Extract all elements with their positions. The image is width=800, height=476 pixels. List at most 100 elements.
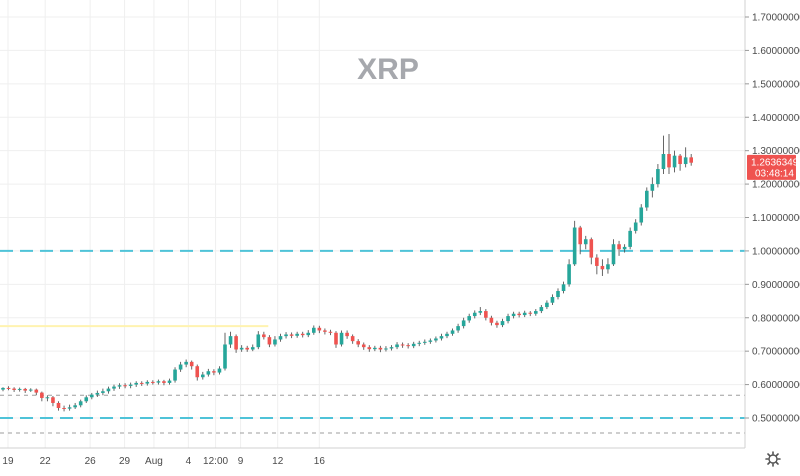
time-tick-label: 19: [2, 456, 14, 467]
candle-body: [212, 371, 216, 373]
time-tick-label: 12:00: [203, 456, 228, 467]
candle-body: [151, 381, 155, 383]
candle-body: [667, 154, 671, 168]
time-tick-label: 26: [85, 456, 97, 467]
price-tick-label: 0.50000000: [752, 414, 800, 425]
price-tick-label: 0.70000000: [752, 347, 800, 358]
candle-body: [62, 407, 66, 409]
price-tick-label: 1.50000000: [752, 79, 800, 90]
candle-body: [400, 344, 405, 346]
candle-body: [689, 157, 693, 163]
candle-body: [234, 336, 238, 350]
time-tick-label: 16: [314, 456, 326, 467]
candle-body: [639, 207, 644, 223]
candle-body: [284, 334, 288, 337]
candle-body: [28, 389, 33, 391]
candle-body: [262, 334, 266, 338]
price-tick-label: 1.30000000: [752, 146, 800, 157]
candle-body: [522, 312, 527, 316]
candle-body: [217, 368, 222, 373]
candle-body: [195, 366, 200, 378]
last-price-countdown: 03:48:14: [755, 168, 794, 179]
candle-body: [1, 387, 5, 390]
candle-body: [495, 322, 499, 326]
candle-body: [384, 348, 388, 350]
price-tick-label: 1.40000000: [752, 113, 800, 124]
candle-body: [23, 388, 27, 391]
candle-body: [645, 190, 649, 208]
time-tick-label: 4: [186, 456, 192, 467]
candle-body: [478, 311, 483, 313]
candle-body: [167, 380, 172, 383]
candle-body: [539, 307, 544, 312]
candle-body: [134, 382, 138, 385]
candle-body: [256, 334, 261, 348]
candle-body: [6, 387, 11, 389]
candlesticks: [1, 133, 693, 412]
candle-body: [189, 361, 194, 367]
candle-body: [245, 347, 249, 350]
time-axis[interactable]: 19 22 26 29 Aug 4 12:00 9 12 16: [2, 456, 325, 467]
candle-body: [117, 385, 122, 387]
candle-body: [312, 327, 316, 333]
candle-body: [278, 336, 283, 340]
candle-body: [583, 239, 588, 245]
candle-body: [484, 311, 488, 318]
candle-body: [356, 341, 360, 345]
candle-body: [506, 316, 510, 322]
candle-body: [178, 364, 183, 370]
candle-body: [633, 222, 638, 231]
candle-body: [561, 284, 566, 292]
candle-body: [395, 344, 399, 348]
candle-body: [556, 291, 560, 298]
candle-body: [295, 333, 299, 336]
candle-body: [78, 401, 83, 406]
candle-body: [45, 397, 50, 399]
candle-body: [90, 394, 94, 398]
last-price-value: 1.26363492: [751, 157, 800, 168]
candle-body: [156, 381, 161, 383]
candle-body: [622, 246, 627, 250]
settings-gear-icon[interactable]: [765, 451, 781, 467]
candle-body: [528, 312, 533, 314]
candle-body: [334, 332, 338, 345]
candle-body: [34, 389, 39, 393]
price-tick-label: 1.00000000: [752, 246, 800, 257]
candle-body: [428, 340, 433, 342]
candle-body: [672, 155, 677, 168]
candle-body: [367, 347, 372, 350]
candle-body: [51, 397, 55, 403]
candle-body: [678, 155, 682, 165]
candle-body: [123, 385, 127, 387]
candle-body: [589, 239, 594, 258]
price-axis[interactable]: 1.70000000 1.60000000 1.50000000 1.40000000…: [745, 13, 800, 425]
candle-body: [361, 344, 366, 348]
last-price-tag: 1.26363492 03:48:14: [747, 154, 800, 180]
candle-body: [139, 382, 144, 384]
candle-body: [606, 264, 610, 270]
candle-body: [650, 184, 655, 191]
price-tick-label: 1.20000000: [752, 180, 800, 191]
candle-body: [450, 330, 455, 334]
candle-body: [239, 347, 244, 350]
time-tick-label: 29: [119, 456, 131, 467]
price-tick-label: 0.90000000: [752, 280, 800, 291]
candle-body: [456, 326, 460, 331]
candle-body: [578, 227, 582, 245]
candle-body: [434, 338, 438, 341]
candle-body: [17, 388, 22, 390]
candle-body: [445, 333, 449, 337]
chart-title: XRP: [357, 53, 419, 86]
candle-body: [201, 374, 205, 378]
candle-body: [550, 297, 555, 303]
price-tick-label: 1.10000000: [752, 213, 800, 224]
price-tick-label: 0.60000000: [752, 380, 800, 391]
candle-body: [101, 391, 105, 393]
candle-body: [223, 344, 227, 369]
price-tick-label: 1.60000000: [752, 46, 800, 57]
candle-body: [300, 333, 305, 336]
candle-body: [184, 361, 188, 365]
candle-body: [162, 381, 166, 383]
